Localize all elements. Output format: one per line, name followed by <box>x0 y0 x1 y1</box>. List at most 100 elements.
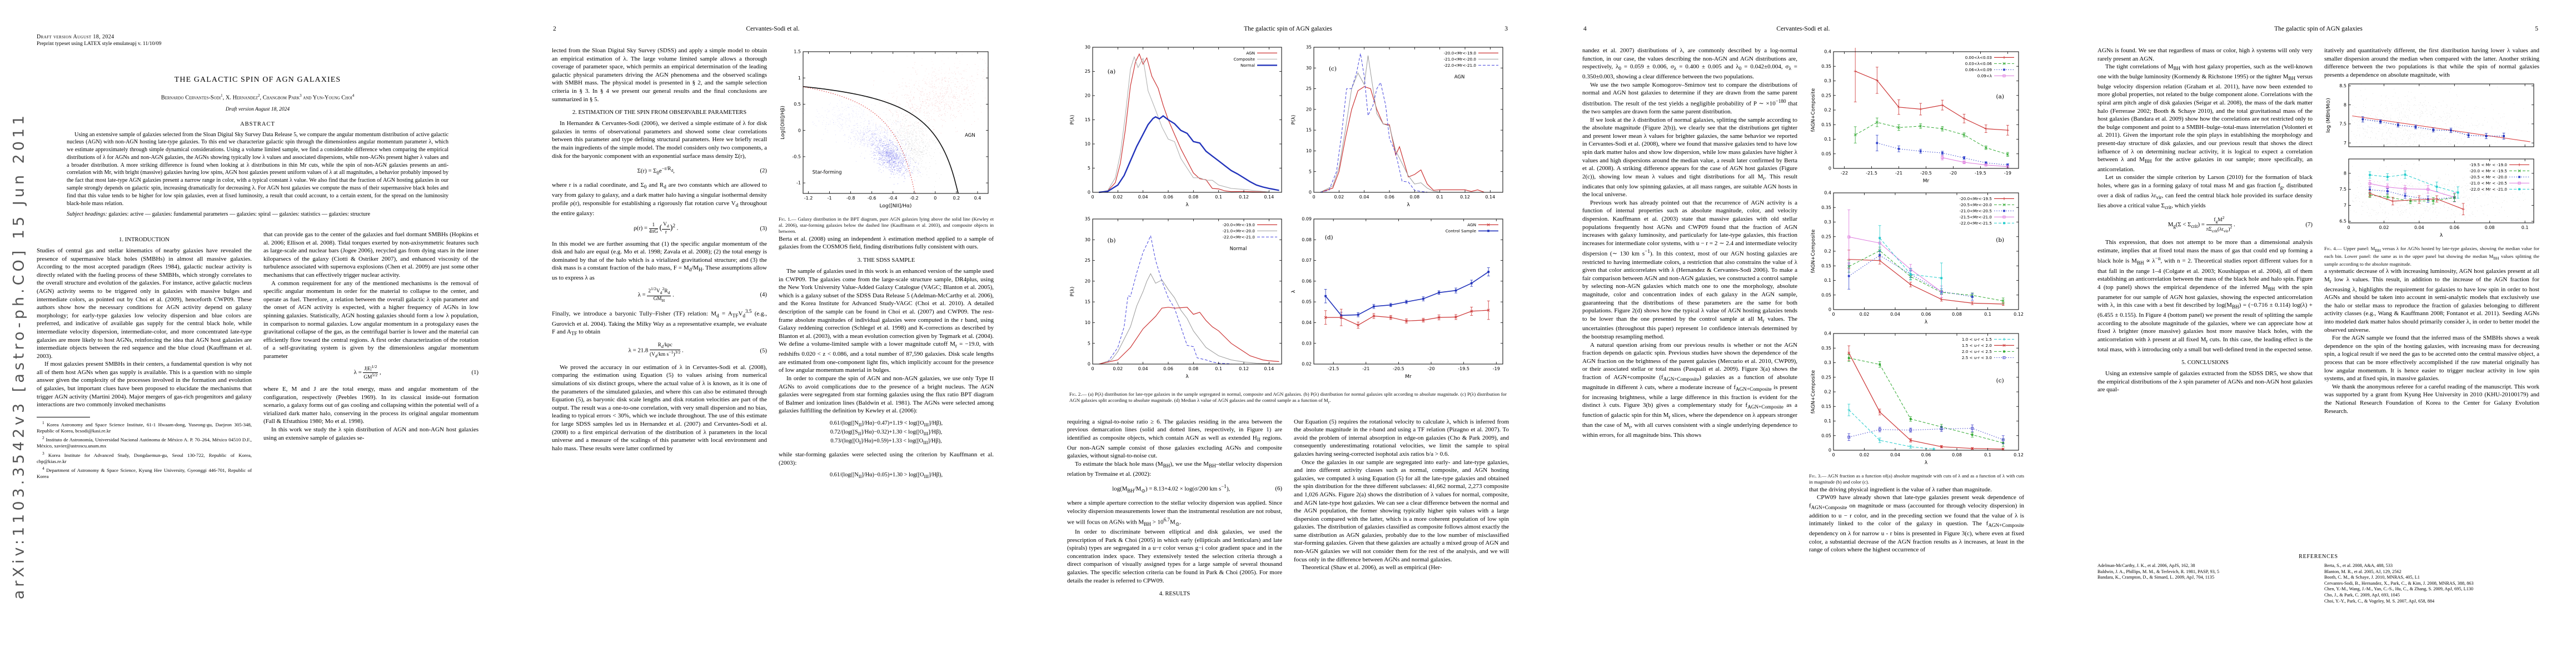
svg-text:-0.4: -0.4 <box>889 196 898 201</box>
svg-text:25: 25 <box>1084 69 1090 74</box>
svg-text:0.02: 0.02 <box>1860 312 1870 317</box>
page-number: 4 <box>1583 26 1587 32</box>
svg-text:-22.0<Mr<-21.0: -22.0<Mr<-21.0 <box>1443 63 1476 68</box>
svg-text:0.4: 0.4 <box>1824 49 1831 54</box>
svg-text:0.2: 0.2 <box>1824 390 1831 395</box>
svg-text:-21: -21 <box>1895 171 1902 176</box>
svg-text:(a): (a) <box>1996 93 2004 100</box>
svg-text:Mr: Mr <box>1923 178 1930 184</box>
svg-text:(d): (d) <box>1324 235 1333 241</box>
svg-text:10: 10 <box>1084 142 1090 147</box>
svg-text:-20: -20 <box>1950 171 1957 176</box>
equation-body: Σ(r) = Σ0e−r/Rd, <box>637 166 675 176</box>
svg-text:20: 20 <box>1306 107 1311 112</box>
svg-text:0.04: 0.04 <box>1890 452 1900 457</box>
svg-text:0.06<λ<0.09: 0.06<λ<0.09 <box>1965 67 1992 72</box>
page4-left-column: nandez et al. 2007) distributions of λ, … <box>1582 47 1797 439</box>
figure-2a-spin-distribution: 0 0.02 0.04 0.06 0.08 0.1 0.12 0.14 0 5 10 15 20 25 30… <box>1070 45 1282 208</box>
running-head: The galactic spin of AGN galaxies 3 <box>1067 26 1509 34</box>
svg-text:0.25: 0.25 <box>1821 375 1831 380</box>
body-paragraph: A natural question arising from our prev… <box>1582 341 1798 439</box>
svg-text:0.1: 0.1 <box>1215 366 1222 371</box>
svg-text:Star-forming: Star-forming <box>813 170 842 175</box>
body-paragraph: To estimate the black hole mass (MBH), w… <box>1067 460 1283 477</box>
svg-text:0.08: 0.08 <box>1188 366 1198 371</box>
body-paragraph: Our Equation (5) requires the rotational… <box>1294 418 1509 457</box>
body-paragraph: Finally, we introduce a baryonic Tully–F… <box>552 308 768 337</box>
body-paragraph: where a simple aperture correction to th… <box>1067 500 1282 527</box>
svg-text:0.09: 0.09 <box>1302 217 1312 222</box>
svg-text:8.5: 8.5 <box>2339 83 2346 88</box>
body-paragraph: requiring a signal-to-noise ratio ≥ 6. T… <box>1067 418 1282 460</box>
affiliation-footnote: 1 Korea Astronomy and Space Science Inst… <box>37 420 252 434</box>
page4-right-column: -22 -21.5 -21 -20.5 -20 -19.5 -19 0 0.05 0.1 0.15 0… <box>1809 47 2024 554</box>
page-number: 2 <box>553 26 556 32</box>
svg-text:35: 35 <box>1084 217 1090 222</box>
svg-text:5: 5 <box>1308 169 1311 174</box>
equation-body: λ = J|E|1/2 GM5/2 , <box>353 364 381 381</box>
page3-left-column: requiring a signal-to-noise ratio ≥ 6. T… <box>1067 418 1282 601</box>
svg-text:15: 15 <box>1084 117 1090 122</box>
svg-text:0.12: 0.12 <box>1239 195 1249 200</box>
body-paragraph: In order to compare the spin of AGN and … <box>779 375 994 415</box>
subject-headings: Subject headings: galaxies: active — gal… <box>67 211 370 218</box>
body-paragraph: where E, M and J are the total energy, m… <box>263 386 479 425</box>
figure-3a-agn-fraction-vs-magnitude: -22 -21.5 -21 -20.5 -20 -19.5 -19 0 0.05 0.1 0.15 0… <box>1811 48 2019 184</box>
svg-text:0.5: 0.5 <box>794 102 801 107</box>
svg-text:2.5 < u-r < 3.0: 2.5 < u-r < 3.0 <box>1962 355 1992 360</box>
display-equation: Σ(r) = Σ0e−r/Rd, (2) <box>552 165 767 177</box>
svg-text:-22.0<Mr<-21.5: -22.0<Mr<-21.5 <box>1960 221 1992 226</box>
svg-text:fAGN+Composite: fAGN+Composite <box>1811 229 1816 273</box>
svg-text:0.2: 0.2 <box>1824 108 1831 113</box>
svg-text:0.05: 0.05 <box>1302 300 1312 305</box>
svg-text:-20.5<Mr<-20.0: -20.5<Mr<-20.0 <box>1960 202 1992 207</box>
references-right-column: Berta, S., et al. 2008, A&A, 488, 533 Bla… <box>2324 563 2539 604</box>
svg-text:0.4: 0.4 <box>974 196 981 201</box>
draft-version-line: Draft version August 18, 2024 <box>37 34 114 40</box>
body-paragraph: Studies of central gas and stellar kinem… <box>37 247 252 360</box>
svg-text:1: 1 <box>798 76 801 81</box>
body-paragraph: itatively and quantitatively different, … <box>2324 47 2539 78</box>
page-4: 4 Cervantes-Sodi et al. nandez et al. 20… <box>1546 0 2061 667</box>
svg-text:-21.0<Mr<-20.5: -21.0<Mr<-20.5 <box>1960 208 1992 213</box>
svg-text:-0.6: -0.6 <box>868 196 876 201</box>
figure-3c-agn-fraction-vs-spin-color-bins: 0 0.02 0.04 0.06 0.08 0.1 0.12 0 0.05 0.1 0.15 0.2 0… <box>1811 331 2024 466</box>
page1-left-column: 1. INTRODUCTION Studies of central gas an… <box>37 231 252 480</box>
display-equation: log(MBH/M⊙) = 8.13+4.02 × log(σ/200 km s… <box>1067 482 1282 495</box>
svg-text:20: 20 <box>1084 93 1090 98</box>
svg-text:0.04: 0.04 <box>1359 195 1369 200</box>
section-heading: 2. ESTIMATION OF THE SPIN FROM OBSERVABL… <box>572 109 747 116</box>
svg-text:P(λ): P(λ) <box>1070 115 1075 125</box>
svg-text:15: 15 <box>1306 128 1311 133</box>
body-paragraph: In Hernandez & Cervantes-Sodi (2006), we… <box>552 120 767 160</box>
affiliation-footnote: 2 Instituto de Astronomía, Universidad N… <box>37 435 252 449</box>
svg-text:0: 0 <box>798 128 801 133</box>
display-equation: ρ(r) = 1 4πG (Vd r)2 . (3) <box>552 222 767 235</box>
running-head: 2 Cervantes-Sodi et al. <box>552 26 994 34</box>
svg-text:20: 20 <box>1084 278 1090 283</box>
svg-text:-20.5: -20.5 <box>1393 366 1404 371</box>
reference-entry: Bandara, K., Crampton, D., & Simard, L. … <box>2097 575 2215 580</box>
page1-right-column: that can provide gas to the center of th… <box>263 231 479 442</box>
svg-text:Log([OIII]/Hβ): Log([OIII]/Hβ) <box>780 106 786 140</box>
equation-body: ρ(r) = 1 4πG (Vd r)2 . <box>634 222 679 235</box>
svg-text:0.04: 0.04 <box>1138 366 1148 371</box>
svg-text:0.1: 0.1 <box>1824 137 1831 142</box>
svg-text:-20.5: -20.5 <box>1920 171 1932 176</box>
svg-text:(b): (b) <box>1107 237 1115 244</box>
arxiv-watermark: arXiv:1103.3542v3 [astro-ph.CO] 15 Jun 2… <box>10 112 28 600</box>
page-5: The galactic spin of AGN galaxies 5 AGNs… <box>2061 0 2576 667</box>
figure-4-lower-mbh-vs-spin-magnitude-bins: 0 0.02 0.04 0.06 0.08 0.16.577.58λ-19.5 < Mr … <box>2339 158 2534 238</box>
svg-text:0.1: 0.1 <box>1824 419 1831 424</box>
svg-text:0.08: 0.08 <box>1409 195 1419 200</box>
section-heading: 1. INTRODUCTION <box>119 236 170 243</box>
body-paragraph: The sample of galaxies used in this work… <box>779 268 994 374</box>
svg-text:-20.0<Mr<-19.5: -20.0<Mr<-19.5 <box>1960 196 1992 201</box>
svg-text:0.1: 0.1 <box>1984 312 1991 317</box>
reference-entry: Cho, J., & Park, C. 2009, ApJ, 693, 1045 <box>2324 592 2400 598</box>
reference-entry: Cervantes-Sodi, B., Hernandez, X., Park,… <box>2324 580 2474 586</box>
svg-text:0.1: 0.1 <box>1436 195 1443 200</box>
equation-body: log(MBH/M⊙) = 8.13+4.02 × log(σ/200 km s… <box>1112 484 1230 494</box>
body-paragraph: We use the two sample Komogorov–Smirnov … <box>1582 81 1798 115</box>
figure-2d-median-spin-vs-magnitude-wrap: -21.5 -21 -20.5 -20 -19.5 -19 0.02 0.03 0.04 0.05… <box>1288 215 1509 384</box>
